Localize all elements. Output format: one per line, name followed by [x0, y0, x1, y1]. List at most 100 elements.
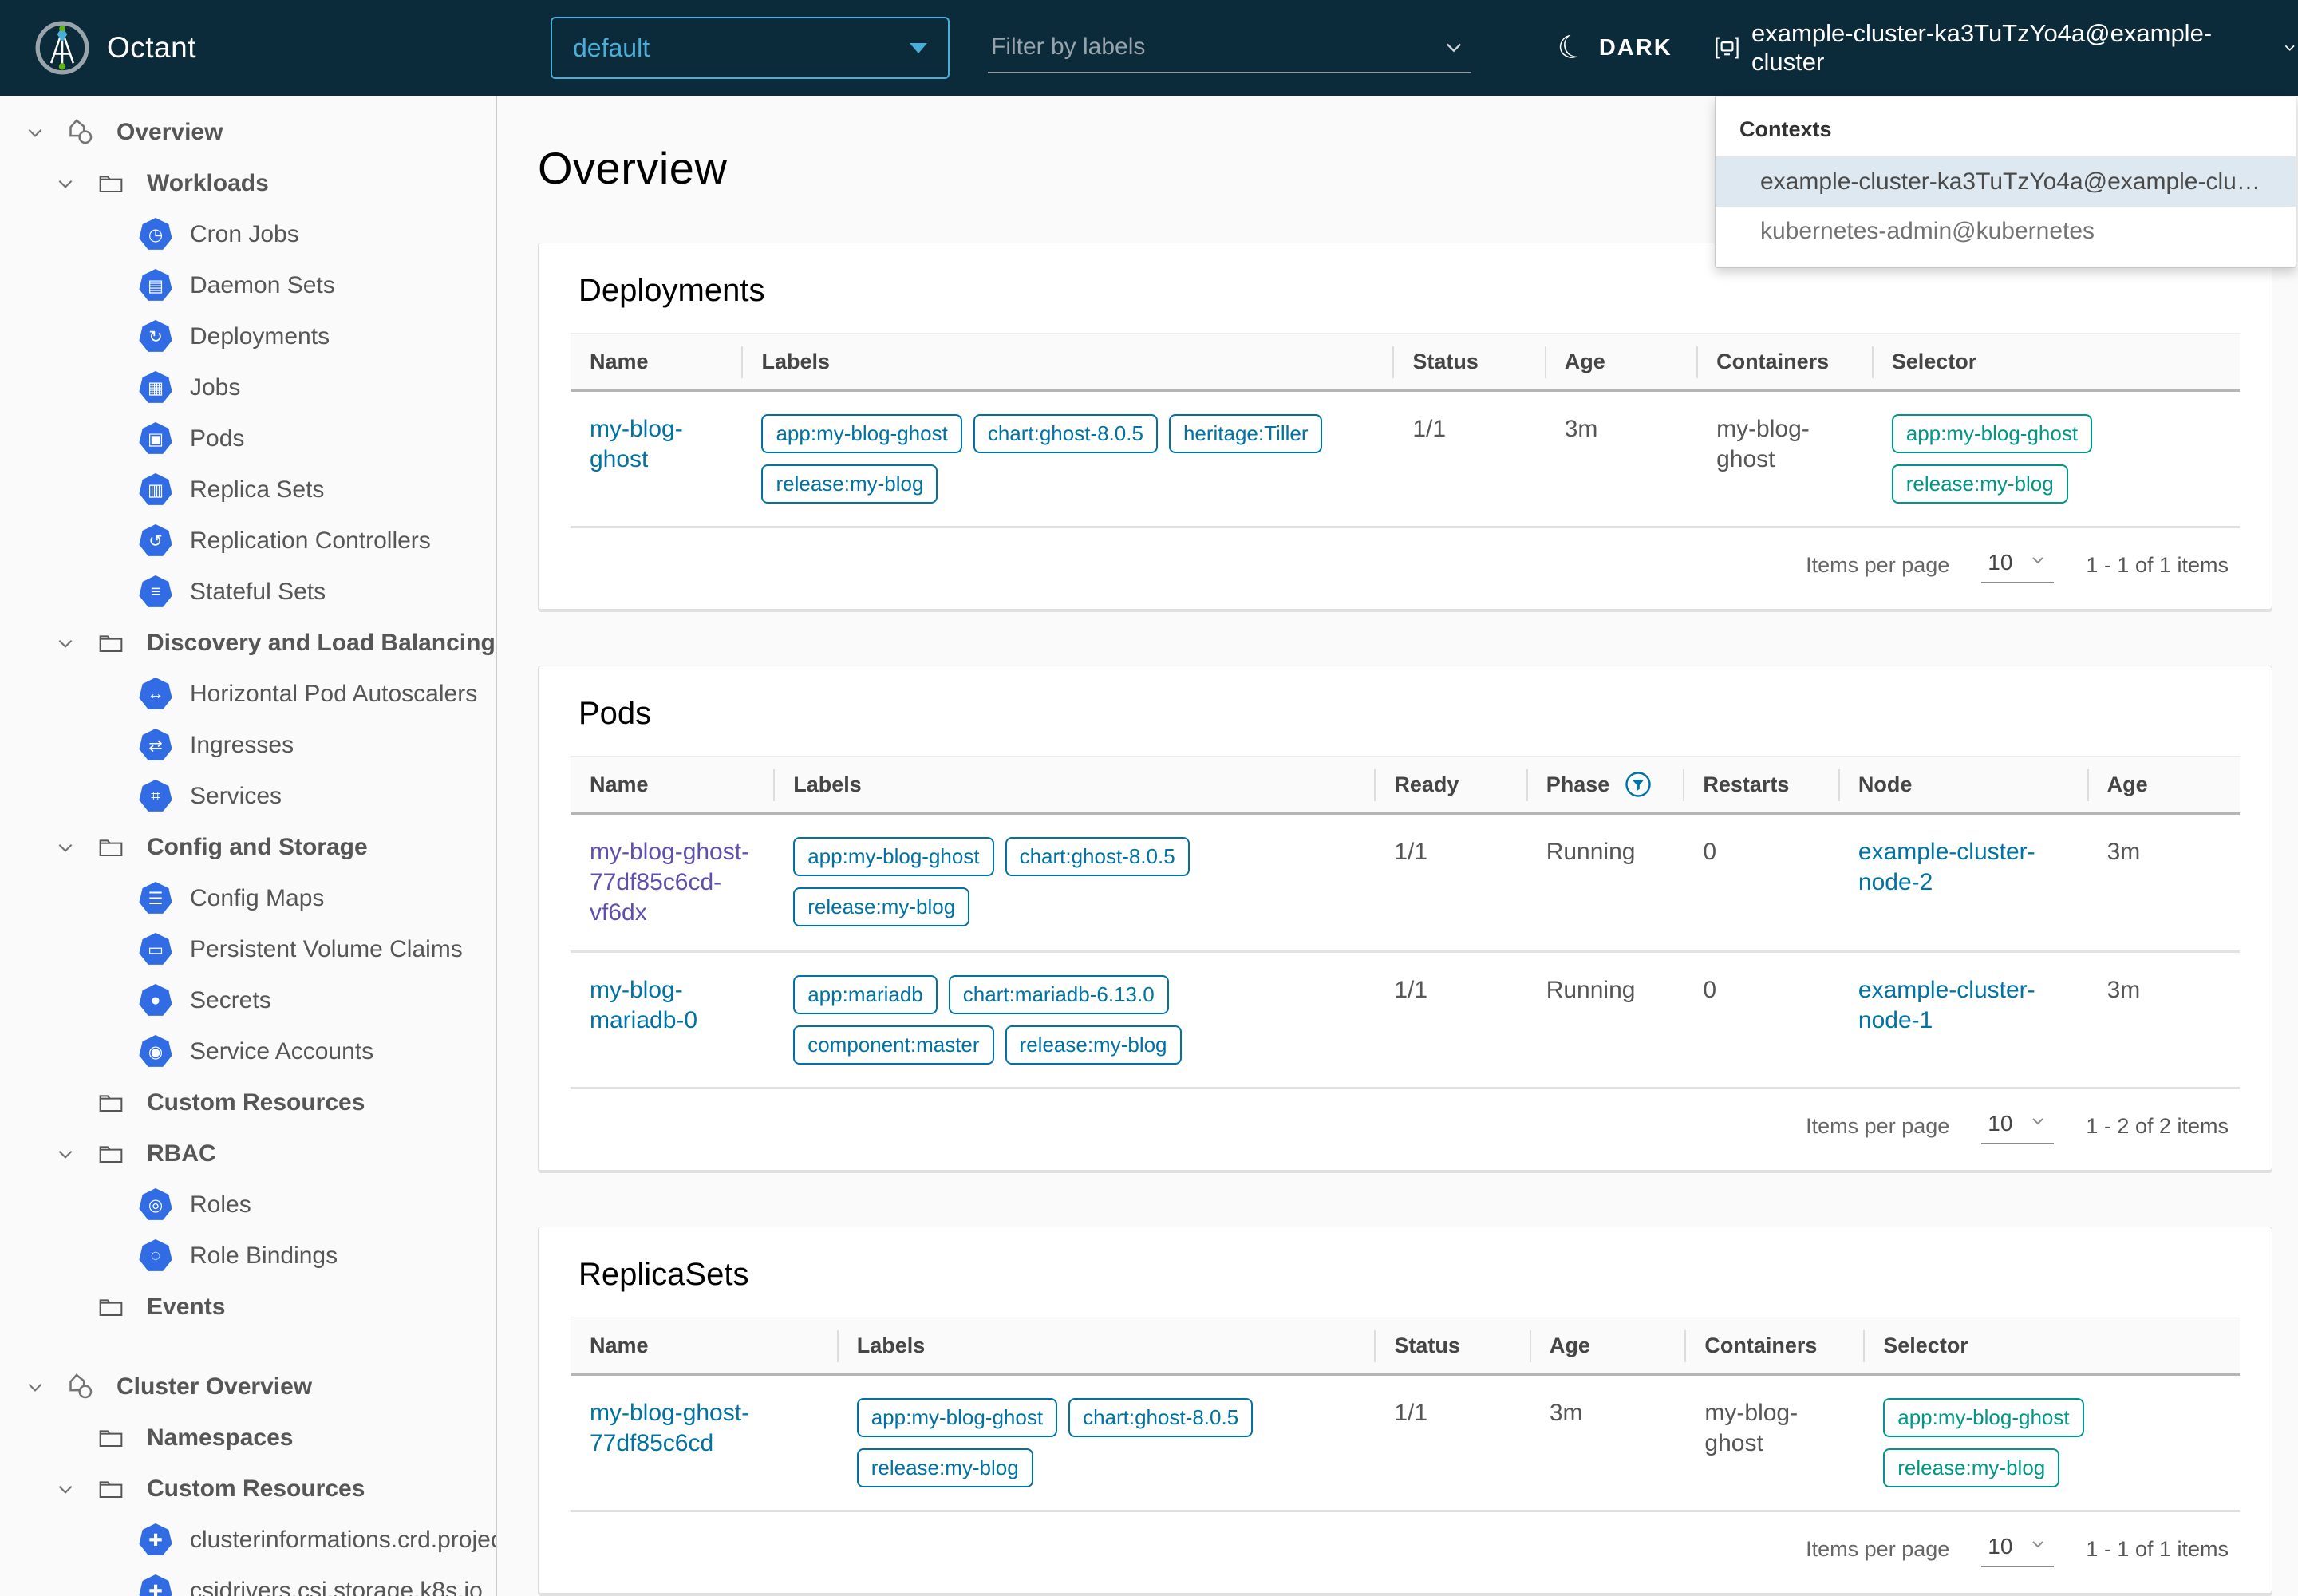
resource-link[interactable]: my-blog-ghost-77df85c6cd-vf6dx [590, 839, 749, 926]
sidebar-item-service-accounts[interactable]: ◉Service Accounts [0, 1026, 496, 1077]
sidebar-item-replica-sets[interactable]: ▥Replica Sets [0, 464, 496, 516]
app-title: Octant [107, 0, 196, 96]
sidebar-item-ingresses[interactable]: ⇄Ingresses [0, 720, 496, 771]
sidebar-item-overview[interactable]: Overview [0, 107, 496, 158]
theme-toggle-button[interactable]: ☾ DARK [1558, 0, 1672, 96]
cell-value: Running [1546, 977, 1636, 1003]
applications-icon [62, 1369, 99, 1405]
cell-text: 3m [2088, 952, 2240, 1088]
pagination-range: 1 - 1 of 1 items [2086, 1537, 2229, 1562]
resource-link[interactable]: example-cluster-node-2 [1858, 839, 2035, 895]
label-chip: release:my-blog [1005, 1025, 1182, 1065]
sidebar-item-clusterinformations-crd-projec[interactable]: ✚clusterinformations.crd.projec [0, 1515, 496, 1566]
sidebar-item-csidrivers-csi-storage-k8s-io[interactable]: ✚csidrivers.csi.storage.k8s.io [0, 1566, 496, 1596]
cell-text: Running [1527, 814, 1684, 952]
sidebar-item-label: Namespaces [147, 1424, 293, 1452]
sidebar-item-label: Events [147, 1294, 225, 1321]
filter-funnel-icon[interactable] [1624, 770, 1652, 799]
column-header-containers: Containers [1697, 334, 1873, 391]
sidebar-item-roles[interactable]: ◎Roles [0, 1179, 496, 1231]
sidebar-item-cluster-overview[interactable]: Cluster Overview [0, 1361, 496, 1412]
page-size-select[interactable]: 10 [1981, 1532, 2054, 1567]
cell-link: my-blog-ghost-77df85c6cd-vf6dx [571, 814, 774, 952]
sidebar-item-custom-resources[interactable]: Custom Resources [0, 1077, 496, 1128]
daemon-sets-icon: ▤ [139, 269, 172, 302]
folder-icon [93, 165, 129, 202]
resource-link[interactable]: my-blog-ghost-77df85c6cd [590, 1400, 749, 1456]
column-header-label: Containers [1716, 350, 1829, 374]
sidebar-item-jobs[interactable]: ▦Jobs [0, 362, 496, 413]
cell-chips: app:my-blog-ghostchart:ghost-8.0.5releas… [774, 814, 1375, 952]
chevron-down-icon[interactable] [51, 633, 80, 654]
column-header-label: Labels [793, 772, 862, 797]
cron-jobs-icon: ◷ [139, 218, 172, 251]
column-header-label: Name [590, 1333, 649, 1358]
pagination-footer: Items per page101 - 1 of 1 items [571, 1510, 2240, 1586]
deployments-table: NameLabelsStatusAgeContainersSelectormy-… [571, 333, 2240, 526]
services-icon: ⌗ [139, 780, 172, 813]
cell-text: 3m [2088, 814, 2240, 952]
sidebar-item-config-maps[interactable]: ☰Config Maps [0, 873, 496, 924]
namespace-selector-value: default [573, 34, 650, 63]
sidebar-item-role-bindings[interactable]: ◌Role Bindings [0, 1231, 496, 1282]
chevron-down-icon[interactable] [51, 1479, 80, 1499]
sidebar-item-label: Stateful Sets [190, 579, 326, 606]
sidebar-item-label: Services [190, 783, 282, 810]
cell-link: my-blog-ghost-77df85c6cd [571, 1375, 838, 1511]
cell-link: example-cluster-node-1 [1839, 952, 2088, 1088]
sidebar-item-custom-resources[interactable]: Custom Resources [0, 1464, 496, 1515]
sidebar-item-deployments[interactable]: ↻Deployments [0, 311, 496, 362]
label-chip: app:mariadb [793, 975, 938, 1014]
chevron-down-icon[interactable] [51, 837, 80, 858]
sidebar-item-rbac[interactable]: RBAC [0, 1128, 496, 1179]
sidebar-item-cron-jobs[interactable]: ◷Cron Jobs [0, 209, 496, 260]
page-size-select[interactable]: 10 [1981, 1109, 2054, 1144]
sidebar-item-persistent-volume-claims[interactable]: ▭Persistent Volume Claims [0, 924, 496, 975]
sidebar-item-label: Cluster Overview [116, 1373, 312, 1400]
column-header-label: Labels [761, 350, 830, 374]
column-header-selector: Selector [1864, 1317, 2240, 1375]
cell-text: 1/1 [1375, 1375, 1530, 1511]
sidebar-item-pods[interactable]: ▣Pods [0, 413, 496, 464]
chevron-down-icon[interactable] [51, 1144, 80, 1164]
items-per-page-label: Items per page [1806, 553, 1949, 578]
sidebar-item-discovery-and-load-balancing[interactable]: Discovery and Load Balancing [0, 618, 496, 669]
sidebar-item-services[interactable]: ⌗ Services [0, 771, 496, 822]
chevron-down-icon[interactable] [51, 173, 80, 194]
label-chip: chart:ghost-8.0.5 [1005, 837, 1190, 876]
namespace-selector[interactable]: default [551, 17, 950, 79]
sidebar-item-horizontal-pod-autoscalers[interactable]: ↔Horizontal Pod Autoscalers [0, 669, 496, 720]
context-switcher-button[interactable]: example-cluster-ka3TuTzYo4a@example-clus… [1714, 0, 2298, 96]
column-header-name: Name [571, 334, 742, 391]
sidebar-item-replication-controllers[interactable]: ↺Replication Controllers [0, 516, 496, 567]
sidebar-item-workloads[interactable]: Workloads [0, 158, 496, 209]
column-header-label: Status [1394, 1333, 1460, 1358]
resource-link[interactable]: my-blog-ghost [590, 416, 683, 472]
moon-icon: ☾ [1554, 28, 1590, 67]
label-chip: app:my-blog-ghost [761, 414, 961, 453]
column-header-name: Name [571, 757, 774, 814]
chevron-down-icon [2028, 1111, 2047, 1136]
cell-value: 3m [2107, 839, 2141, 865]
sidebar-item-config-and-storage[interactable]: Config and Storage [0, 822, 496, 873]
page-size-select[interactable]: 10 [1981, 548, 2054, 583]
label-filter-input[interactable]: Filter by labels [988, 27, 1471, 73]
resource-link[interactable]: my-blog-mariadb-0 [590, 977, 697, 1033]
ingresses-icon: ⇄ [139, 729, 172, 762]
column-header-phase: Phase [1527, 757, 1684, 814]
cell-text: 0 [1684, 952, 1839, 1088]
sidebar-item-stateful-sets[interactable]: ≡Stateful Sets [0, 567, 496, 618]
context-menu-item[interactable]: example-cluster-ka3TuTzYo4a@example-clu… [1716, 157, 2296, 207]
sidebar-item-events[interactable]: Events [0, 1282, 496, 1333]
sidebar-item-daemon-sets[interactable]: ▤Daemon Sets [0, 260, 496, 311]
cell-chips: app:my-blog-ghostrelease:my-blog [1864, 1375, 2240, 1511]
resource-link[interactable]: example-cluster-node-1 [1858, 977, 2035, 1033]
context-menu-item[interactable]: kubernetes-admin@kubernetes [1716, 207, 2296, 256]
chevron-down-icon[interactable] [21, 122, 49, 143]
column-header-age: Age [2088, 757, 2240, 814]
label-chip: release:my-blog [857, 1448, 1033, 1487]
sidebar-item-namespaces[interactable]: Namespaces [0, 1412, 496, 1464]
replica-sets-icon: ▥ [139, 473, 172, 507]
chevron-down-icon[interactable] [21, 1377, 49, 1397]
sidebar-item-secrets[interactable]: ●Secrets [0, 975, 496, 1026]
